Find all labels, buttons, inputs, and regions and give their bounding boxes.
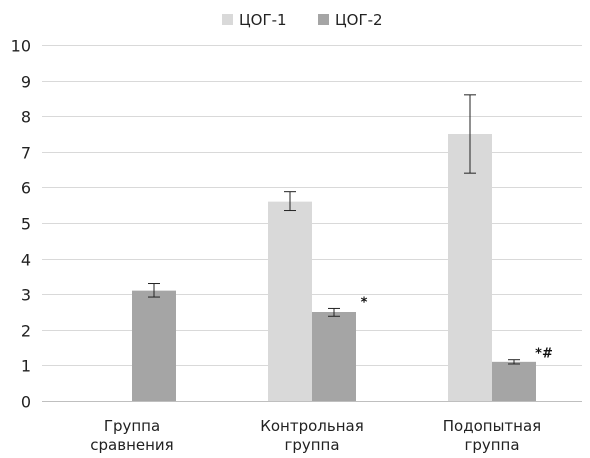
y-tick-label: 9 [21, 73, 31, 92]
category-label: группа [284, 436, 339, 454]
significance-mark: * [361, 295, 368, 310]
error-bar-2-3 [508, 359, 520, 365]
legend-item-1: ЦОГ-1 [222, 11, 287, 29]
y-axis: 0 1 2 3 4 5 6 7 8 9 10 [11, 37, 582, 412]
category-label: Группа [104, 417, 160, 435]
bar-1-2 [268, 201, 312, 401]
bar-2-1 [132, 290, 176, 401]
y-tick-label: 4 [21, 251, 31, 270]
y-tick-label: 1 [21, 357, 31, 376]
y-tick-label: 8 [21, 108, 31, 127]
bar-2-3 [492, 361, 536, 401]
error-bar-1-3 [464, 94, 476, 174]
category-label: сравнения [90, 436, 173, 454]
legend: ЦОГ-1 ЦОГ-2 [222, 11, 383, 29]
y-tick-label: 5 [21, 215, 31, 234]
legend-swatch [222, 14, 233, 25]
y-tick-label: 0 [21, 393, 31, 412]
category-label: Подопытная [443, 417, 541, 435]
y-tick-label: 7 [21, 144, 31, 163]
y-tick-label: 6 [21, 179, 31, 198]
legend-label: ЦОГ-1 [239, 11, 287, 29]
error-bar-1-2 [284, 191, 296, 212]
significance-mark: *# [535, 347, 553, 362]
legend-label: ЦОГ-2 [335, 11, 383, 29]
y-tick-label: 10 [11, 37, 31, 56]
y-tick-label: 3 [21, 286, 31, 305]
bar-1-3 [448, 134, 492, 401]
error-bar-2-1 [148, 283, 160, 298]
category-label: группа [464, 436, 519, 454]
y-tick-label: 2 [21, 322, 31, 341]
category-label: Контрольная [260, 417, 364, 435]
error-bar-2-2 [328, 307, 340, 317]
error-bars [148, 94, 520, 365]
legend-swatch [318, 14, 329, 25]
legend-item-2: ЦОГ-2 [318, 11, 383, 29]
bars [132, 134, 536, 401]
x-axis: ГруппасравненияКонтрольнаягруппаПодопытн… [90, 417, 541, 454]
annotations: * *# [361, 295, 553, 361]
bar-2-2 [312, 312, 356, 401]
